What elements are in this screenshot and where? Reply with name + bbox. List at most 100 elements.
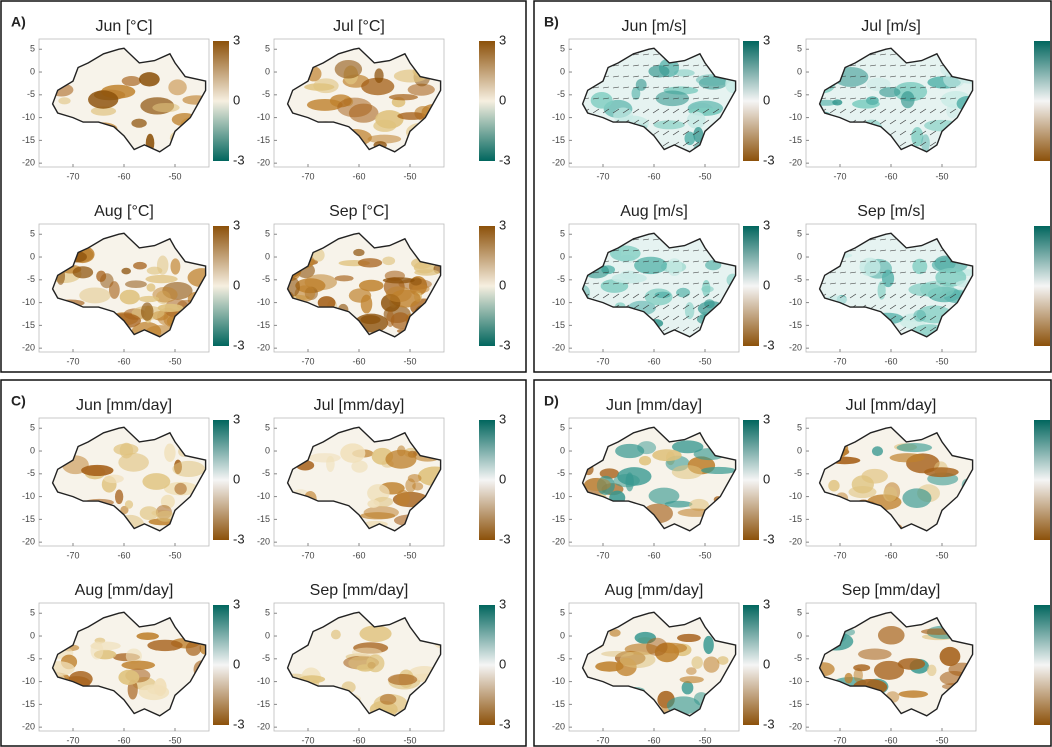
wind-arrow xyxy=(899,315,907,321)
wind-arrow xyxy=(652,53,660,56)
y-tick-label: -5 xyxy=(262,89,270,99)
wind-arrow xyxy=(839,271,847,274)
colorbar-label: 3 xyxy=(233,411,240,426)
anomaly-blob xyxy=(601,650,634,657)
wind-arrow xyxy=(692,293,700,299)
map-title: Aug [mm/day] xyxy=(75,582,174,599)
wind-arrow xyxy=(642,64,650,67)
wind-arrow xyxy=(672,64,680,67)
wind-arrow xyxy=(829,282,837,285)
wind-arrow xyxy=(632,249,640,252)
anomaly-blob xyxy=(304,274,337,291)
wind-arrow xyxy=(712,108,720,114)
x-tick-label: -70 xyxy=(66,171,79,181)
anomaly-blob xyxy=(361,77,395,96)
y-tick-label: -5 xyxy=(27,274,35,284)
wind-arrow xyxy=(889,75,897,78)
anomaly-blob xyxy=(912,258,928,275)
wind-arrow xyxy=(682,75,690,78)
anomaly-blob xyxy=(848,486,877,499)
anomaly-blob xyxy=(145,274,178,284)
wind-arrow xyxy=(592,108,600,114)
colorbar-label: -3 xyxy=(763,337,775,352)
wind-arrow xyxy=(702,304,710,310)
map-title: Aug [°C] xyxy=(94,203,154,220)
wind-arrow xyxy=(909,260,917,263)
y-tick-label: -10 xyxy=(789,112,802,122)
anomaly-blob xyxy=(889,453,925,463)
wind-arrow xyxy=(929,130,937,136)
wind-arrow xyxy=(889,315,897,321)
y-tick-label: 0 xyxy=(30,445,35,455)
wind-arrow xyxy=(899,282,907,285)
wind-arrow xyxy=(672,130,680,136)
wind-arrow xyxy=(672,304,680,310)
anomaly-blob xyxy=(360,512,396,520)
y-tick-label: -5 xyxy=(27,653,35,663)
wind-arrow xyxy=(939,86,947,89)
wind-arrow xyxy=(612,97,620,100)
wind-arrow xyxy=(829,293,837,299)
y-tick-label: -10 xyxy=(552,297,565,307)
colorbar-label: 3 xyxy=(499,411,506,426)
panel-label: D) xyxy=(544,393,559,409)
anomaly-blob xyxy=(157,303,184,312)
wind-arrow xyxy=(949,86,957,89)
wind-arrow xyxy=(829,271,837,274)
colorbar-label: 3 xyxy=(233,217,240,232)
y-tick-label: 0 xyxy=(265,630,270,640)
y-tick-label: 5 xyxy=(265,229,270,239)
wind-arrow xyxy=(949,97,957,100)
x-tick-label: -50 xyxy=(698,735,711,745)
wind-arrow xyxy=(929,108,937,114)
wind-arrow xyxy=(662,119,670,125)
map-title: Jul [mm/day] xyxy=(846,397,937,414)
anomaly-blob xyxy=(858,648,892,660)
wind-arrow xyxy=(919,97,927,100)
wind-arrow xyxy=(592,293,600,299)
y-tick-label: -5 xyxy=(27,468,35,478)
wind-arrow xyxy=(849,108,857,114)
wind-arrow xyxy=(712,293,720,299)
y-tick-label: 0 xyxy=(30,66,35,76)
wind-arrow xyxy=(939,119,947,125)
anomaly-blob xyxy=(691,656,703,669)
anomaly-blob xyxy=(832,99,843,106)
wind-arrow xyxy=(642,304,650,310)
wind-arrow xyxy=(592,271,600,274)
wind-arrow xyxy=(919,293,927,299)
x-tick-label: -60 xyxy=(647,171,660,181)
wind-arrow xyxy=(642,53,650,56)
x-tick-label: -50 xyxy=(935,735,948,745)
panel-label: A) xyxy=(11,14,26,30)
y-tick-label: -20 xyxy=(22,722,35,732)
anomaly-blob xyxy=(387,674,418,686)
wind-arrow xyxy=(919,249,927,252)
anomaly-blob xyxy=(152,102,180,113)
wind-arrow xyxy=(879,304,887,310)
anomaly-blob xyxy=(653,120,685,130)
wind-arrow xyxy=(682,108,690,114)
wind-arrow xyxy=(682,293,690,299)
wind-arrow xyxy=(622,282,630,285)
map-outline xyxy=(286,611,442,717)
wind-arrow xyxy=(672,108,680,114)
wind-arrow xyxy=(662,130,670,136)
panel-border xyxy=(533,379,1052,747)
wind-arrow xyxy=(899,304,907,310)
wind-arrow xyxy=(869,260,877,263)
anomaly-blob xyxy=(613,107,634,123)
wind-arrow xyxy=(612,260,620,263)
map-title: Jun [mm/day] xyxy=(76,397,172,414)
anomaly-blob xyxy=(407,473,422,483)
map-outline xyxy=(818,47,974,153)
wind-arrow xyxy=(879,238,887,241)
colorbar-label: 0 xyxy=(763,277,770,292)
wind-arrow xyxy=(879,119,887,125)
anomaly-blob xyxy=(879,87,901,98)
wind-arrow xyxy=(612,64,620,67)
anomaly-blob xyxy=(407,83,435,96)
anomaly-blob xyxy=(704,299,715,309)
anomaly-blob xyxy=(79,287,111,304)
anomaly-blob xyxy=(701,466,736,475)
